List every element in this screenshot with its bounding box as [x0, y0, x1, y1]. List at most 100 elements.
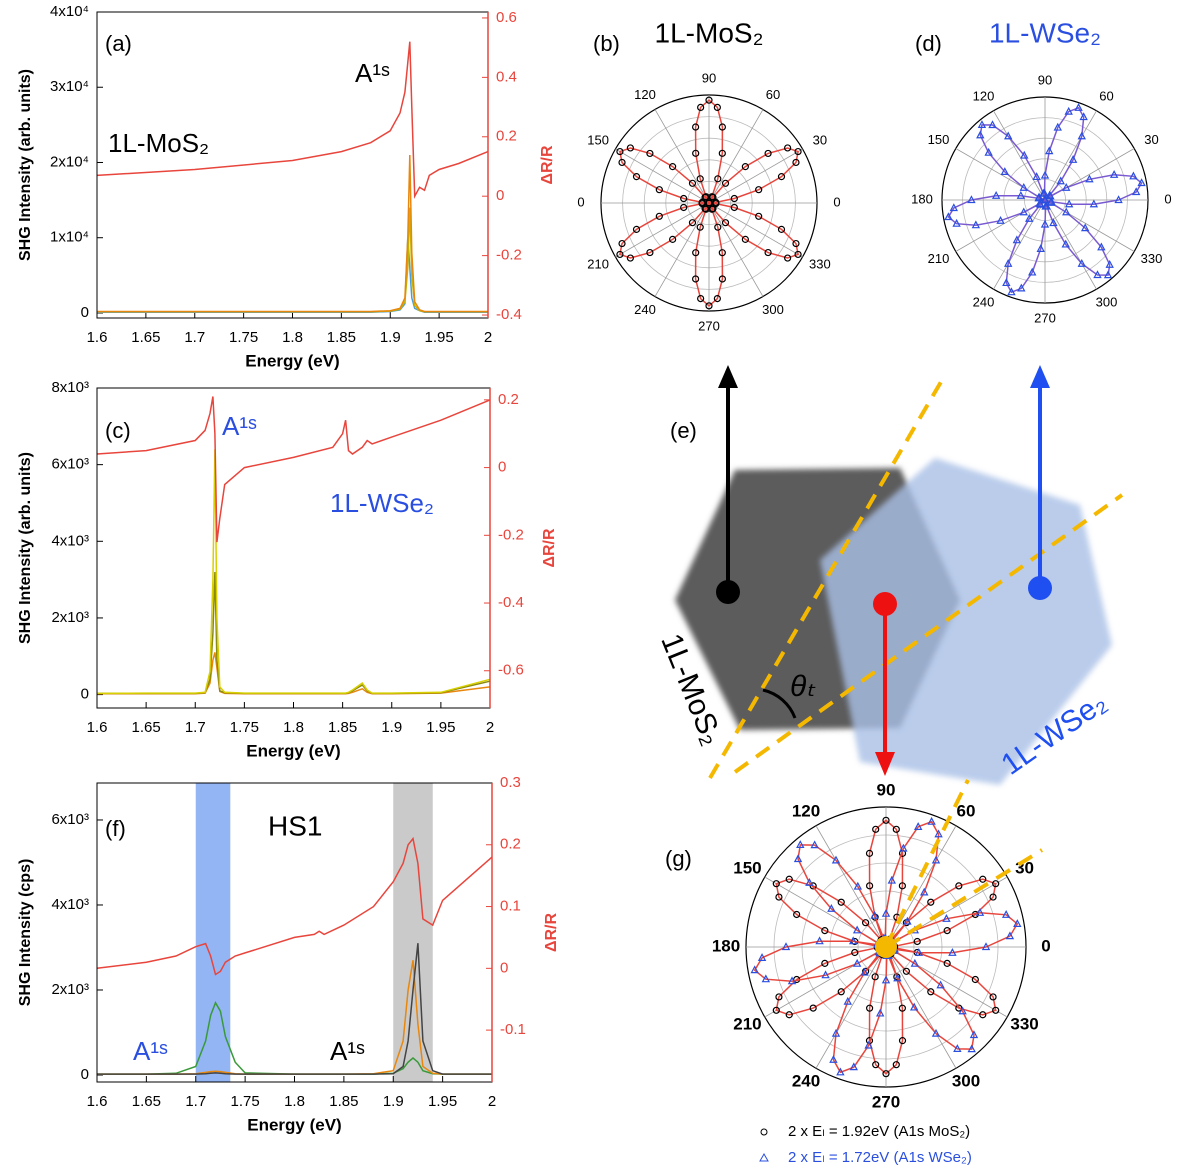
- x-tick-label: 1.65: [131, 329, 160, 346]
- y2-tick-label: 0.2: [498, 391, 519, 408]
- data-point: [809, 1004, 817, 1012]
- angle-label: 150: [587, 132, 609, 147]
- x-tick-label: 1.85: [329, 1093, 358, 1110]
- data-point: [898, 1004, 906, 1012]
- data-point: [852, 958, 862, 967]
- y2-tick-label: 0: [500, 959, 508, 976]
- data-point: [902, 967, 910, 975]
- annotation: A¹ˢ: [222, 411, 257, 441]
- data-line: [96, 449, 491, 695]
- data-point: [1064, 199, 1074, 208]
- data-point: [1131, 187, 1141, 196]
- fit-line: [753, 820, 1019, 1074]
- x-tick-label: 1.8: [284, 1093, 305, 1110]
- x-tick-label: 1.6: [87, 1093, 108, 1110]
- angle-label: 330: [809, 256, 831, 271]
- data-point: [785, 1011, 793, 1019]
- data-point: [616, 250, 624, 259]
- data-point: [992, 880, 1000, 888]
- y2-tick-label: 0.6: [496, 9, 517, 26]
- y-tick-label: 0: [81, 1066, 89, 1083]
- y-tick-label: 2x10³: [51, 609, 89, 626]
- data-point: [927, 898, 935, 906]
- data-point: [943, 959, 951, 967]
- data-point: [1068, 155, 1078, 163]
- data-point: [618, 239, 626, 248]
- angle-label: 0: [1041, 936, 1050, 955]
- y2-tick-label: 0: [496, 187, 504, 204]
- data-point: [948, 948, 957, 956]
- angle-grid: [708, 148, 803, 204]
- data-point: [1064, 106, 1073, 115]
- data-point: [866, 1004, 874, 1012]
- x-tick-label: 1.95: [428, 1093, 457, 1110]
- data-point: [1032, 172, 1041, 181]
- data-point: [815, 936, 824, 945]
- data-point: [831, 855, 841, 864]
- data-point: [1002, 278, 1011, 287]
- chart-title: 1L-MoS₂: [655, 17, 764, 48]
- data-point: [775, 893, 783, 901]
- data-point: [862, 919, 870, 927]
- angle-grid: [815, 946, 887, 1069]
- data-point: [755, 212, 763, 220]
- data-point: [1097, 242, 1106, 251]
- data-point: [821, 959, 829, 967]
- x-tick-label: 1.65: [132, 719, 161, 736]
- axis-line: [884, 848, 1044, 949]
- y2-tick-label: 0.3: [500, 774, 521, 791]
- data-point: [1005, 931, 1015, 940]
- angle-label: 300: [952, 1072, 980, 1091]
- data-point: [989, 893, 997, 901]
- data-point: [971, 220, 981, 229]
- data-point: [827, 903, 836, 912]
- spot: [1028, 576, 1052, 600]
- data-point: [949, 203, 959, 212]
- data-point: [696, 223, 704, 231]
- data-point: [764, 149, 772, 158]
- data-point: [1040, 170, 1050, 179]
- legend-label: 2 x Eₗ = 1.92eV (A1s MoS₂): [788, 1123, 970, 1140]
- panel-label: (e): [670, 418, 697, 443]
- angle-label: θₜ: [790, 670, 816, 703]
- data-line: [97, 154, 488, 313]
- data-point: [777, 173, 786, 181]
- x-axis-label: Energy (eV): [246, 741, 340, 760]
- data-point: [892, 825, 900, 833]
- data-point: [862, 967, 870, 975]
- data-point: [989, 993, 997, 1001]
- y2-tick-label: -0.4: [496, 306, 522, 323]
- data-point: [784, 144, 792, 152]
- data-point: [984, 147, 993, 156]
- x-tick-label: 1.85: [327, 329, 356, 346]
- axis-line: [733, 493, 1124, 774]
- x-tick-label: 1.9: [380, 329, 401, 346]
- data-point: [953, 1044, 962, 1053]
- angle-label: 60: [957, 801, 976, 820]
- data-point: [903, 916, 912, 925]
- y-tick-label: 4x10³: [51, 532, 89, 549]
- data-point: [626, 144, 634, 152]
- data-point: [705, 302, 713, 310]
- data-point: [718, 149, 726, 157]
- data-point: [851, 948, 859, 957]
- data-point: [952, 218, 961, 227]
- x-tick-label: 1.7: [185, 1093, 206, 1110]
- angle-label: 30: [1144, 132, 1158, 147]
- data-point: [1007, 287, 1016, 296]
- data-point: [1013, 919, 1022, 927]
- angle-label: 60: [766, 87, 780, 102]
- data-point: [988, 120, 997, 129]
- data-point: [852, 925, 862, 934]
- data-point: [626, 254, 634, 262]
- x-tick-label: 1.6: [87, 329, 108, 346]
- data-point: [655, 212, 663, 220]
- x-tick-label: 1.9: [381, 719, 402, 736]
- highlight-band: [393, 783, 433, 1082]
- x-tick-label: 2: [484, 329, 492, 346]
- y2-tick-label: 0: [498, 459, 506, 476]
- data-point: [898, 882, 906, 890]
- data-point: [688, 219, 697, 227]
- data-point: [958, 1006, 967, 1015]
- x-tick-label: 1.95: [426, 719, 455, 736]
